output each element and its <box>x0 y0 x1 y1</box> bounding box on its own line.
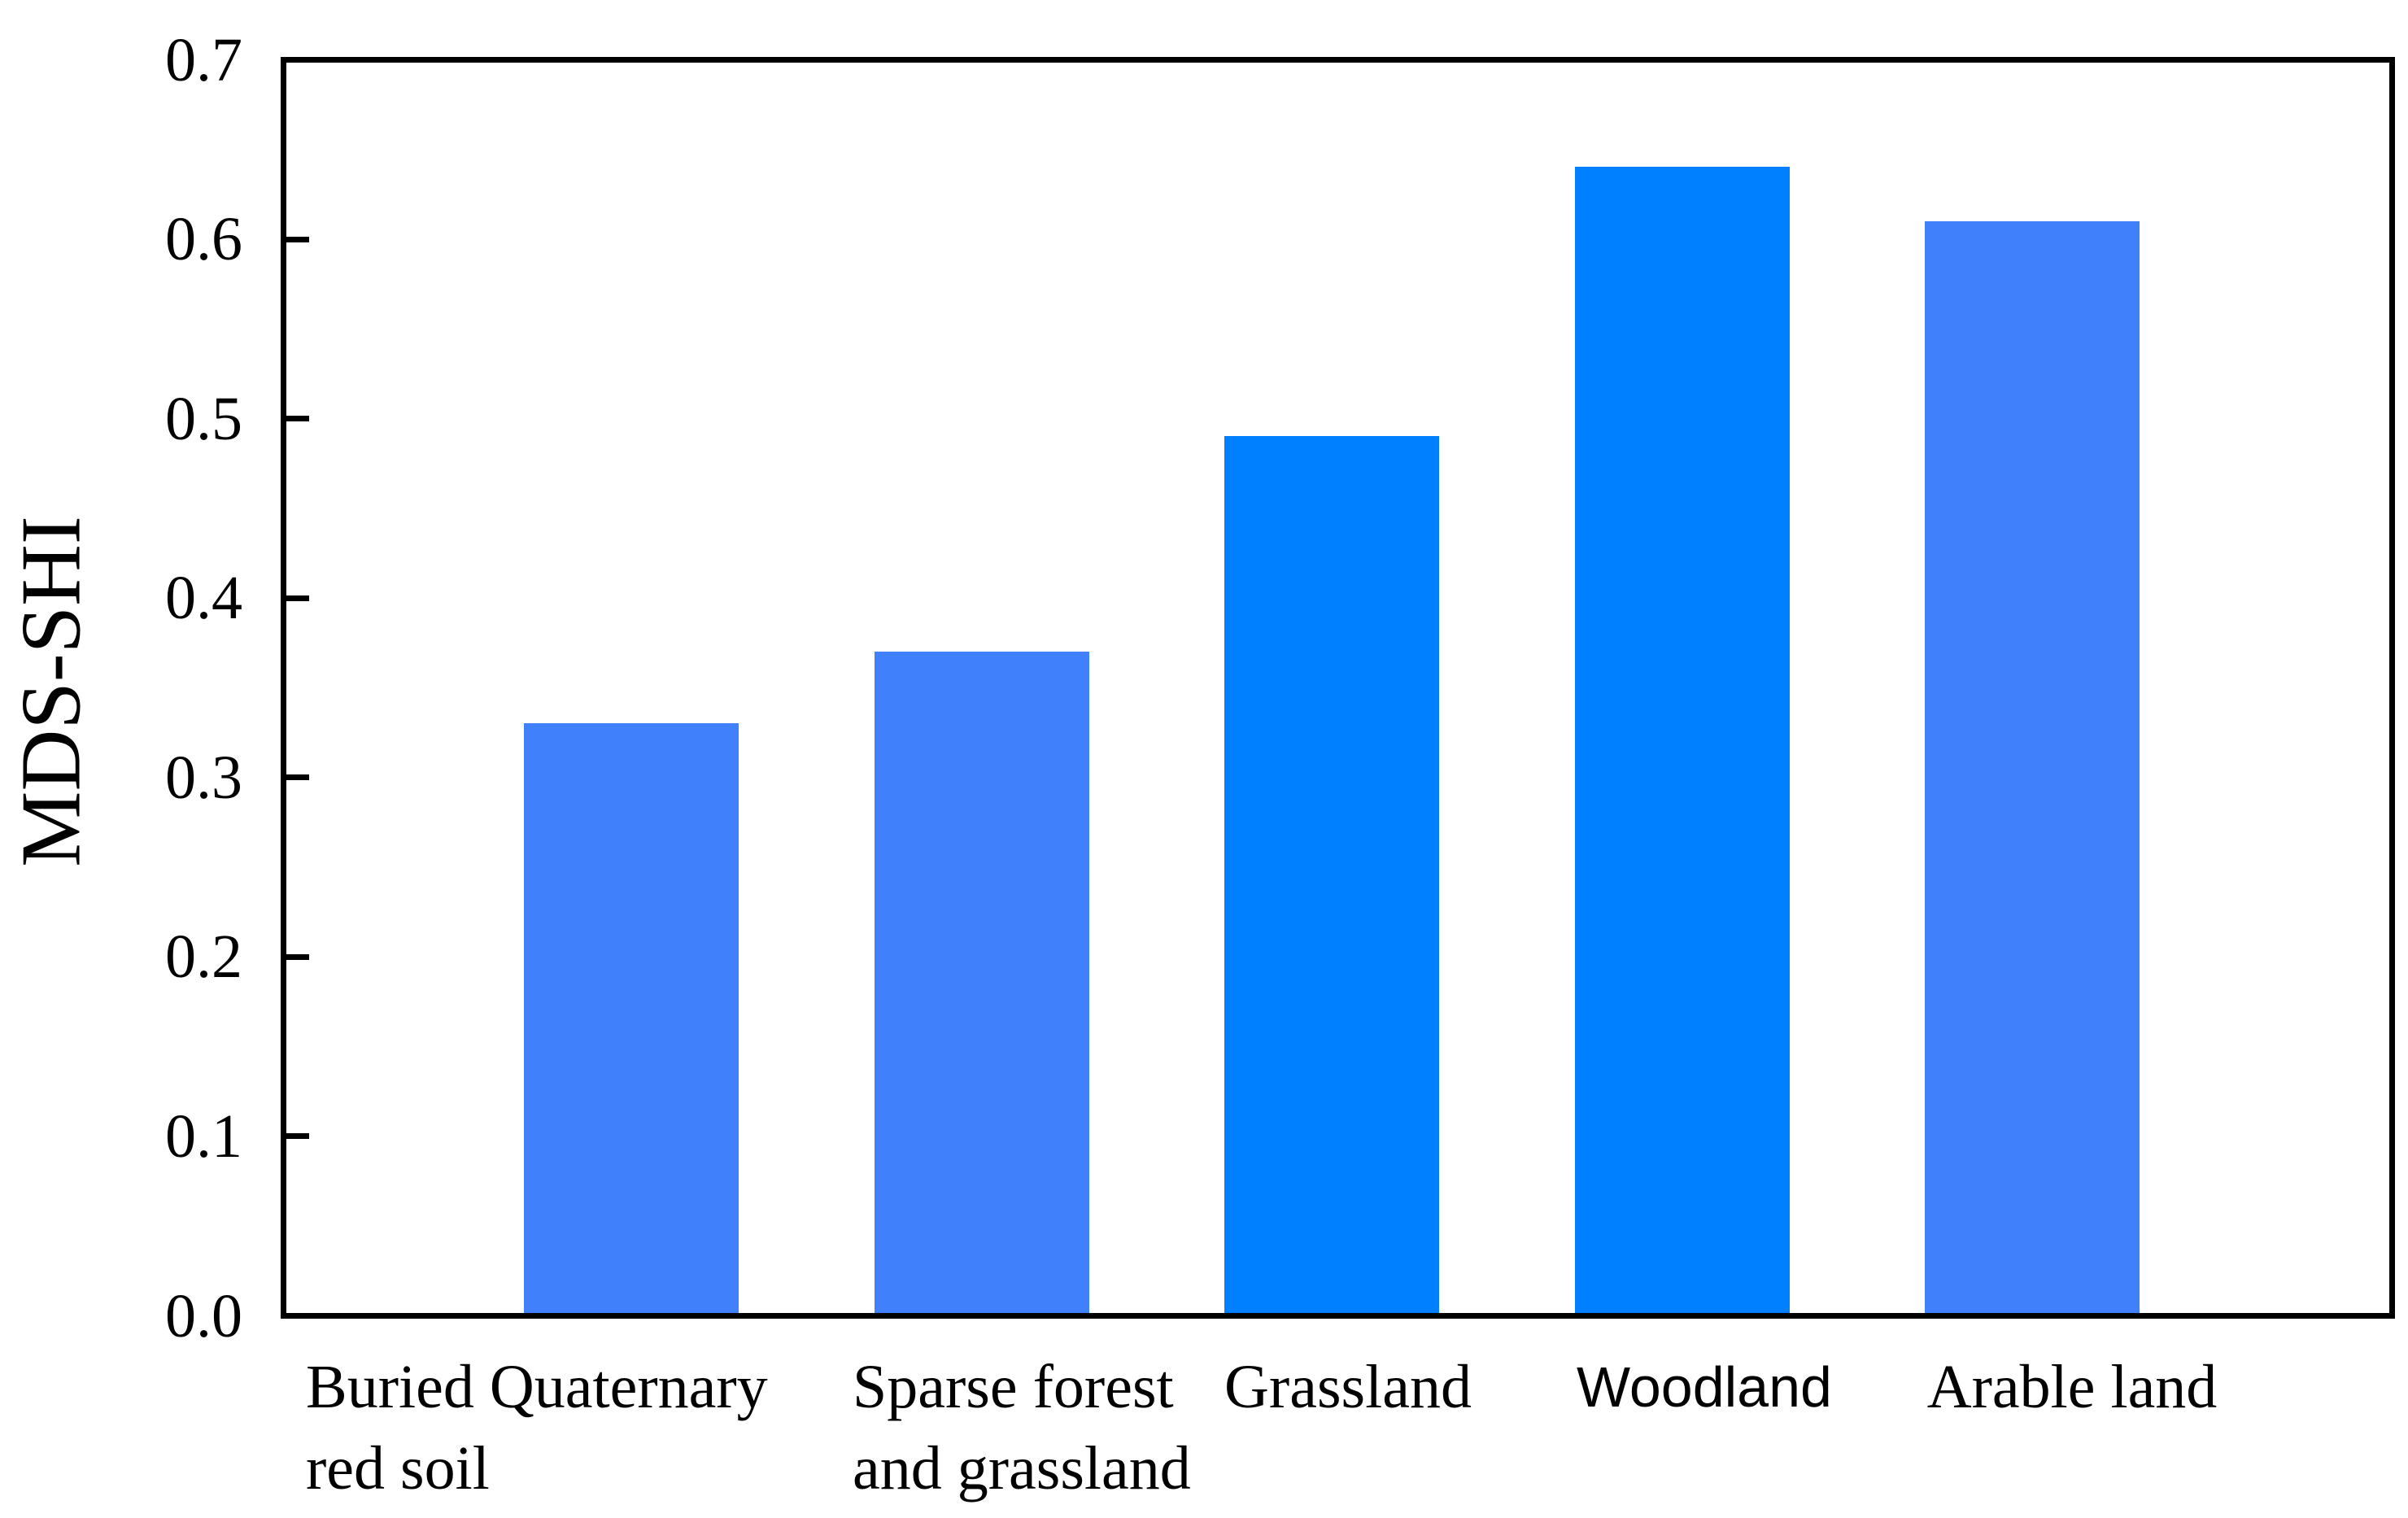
x-category-label-woodland: Woodland <box>1577 1346 1832 1428</box>
x-category-label-line: Arable land <box>1926 1353 2218 1421</box>
bar-sparse-forest-and-grassland <box>874 651 1089 1315</box>
y-tick-label: 0.7 <box>165 25 242 94</box>
y-tick-mark <box>286 1133 309 1140</box>
y-tick-label: 0.6 <box>165 205 242 274</box>
bar-buried-quaternary-red-soil <box>524 723 739 1315</box>
y-tick-mark <box>286 416 309 422</box>
x-category-label-line: Buried Quaternary <box>306 1353 768 1421</box>
plot-area <box>281 57 2395 1319</box>
y-tick-mark <box>286 57 309 63</box>
bar-woodland <box>1574 167 1790 1315</box>
bar-arable-land <box>1925 220 2140 1315</box>
y-tick-label: 0.1 <box>165 1101 242 1171</box>
y-tick-mark <box>286 236 309 242</box>
x-category-label-arable-land: Arable land <box>1927 1346 2218 1428</box>
y-tick-mark <box>286 953 309 960</box>
y-tick-mark <box>286 774 309 781</box>
y-tick-label: 0.5 <box>165 384 242 453</box>
x-category-label-buried-quaternary-red-soil: Buried Quaternary red soil <box>306 1346 768 1509</box>
x-category-label-line: and grassland <box>853 1434 1191 1503</box>
x-category-label-grassland: Grassland <box>1224 1346 1472 1428</box>
x-category-label-line: red soil <box>306 1434 490 1503</box>
x-category-label-line: Grassland <box>1224 1353 1472 1421</box>
y-tick-mark <box>286 1313 309 1319</box>
y-tick-label: 0.4 <box>165 564 242 633</box>
bar-grassland <box>1224 436 1439 1315</box>
y-tick-mark <box>286 595 309 601</box>
y-tick-label: 0.0 <box>165 1281 242 1350</box>
x-category-label-sparse-forest-and-grassland: Sparse forest and grassland <box>853 1346 1191 1509</box>
y-tick-label: 0.2 <box>165 923 242 992</box>
y-tick-label: 0.3 <box>165 743 242 812</box>
x-category-label-line: Woodland <box>1577 1355 1832 1419</box>
x-category-label-line: Sparse forest <box>853 1353 1174 1421</box>
